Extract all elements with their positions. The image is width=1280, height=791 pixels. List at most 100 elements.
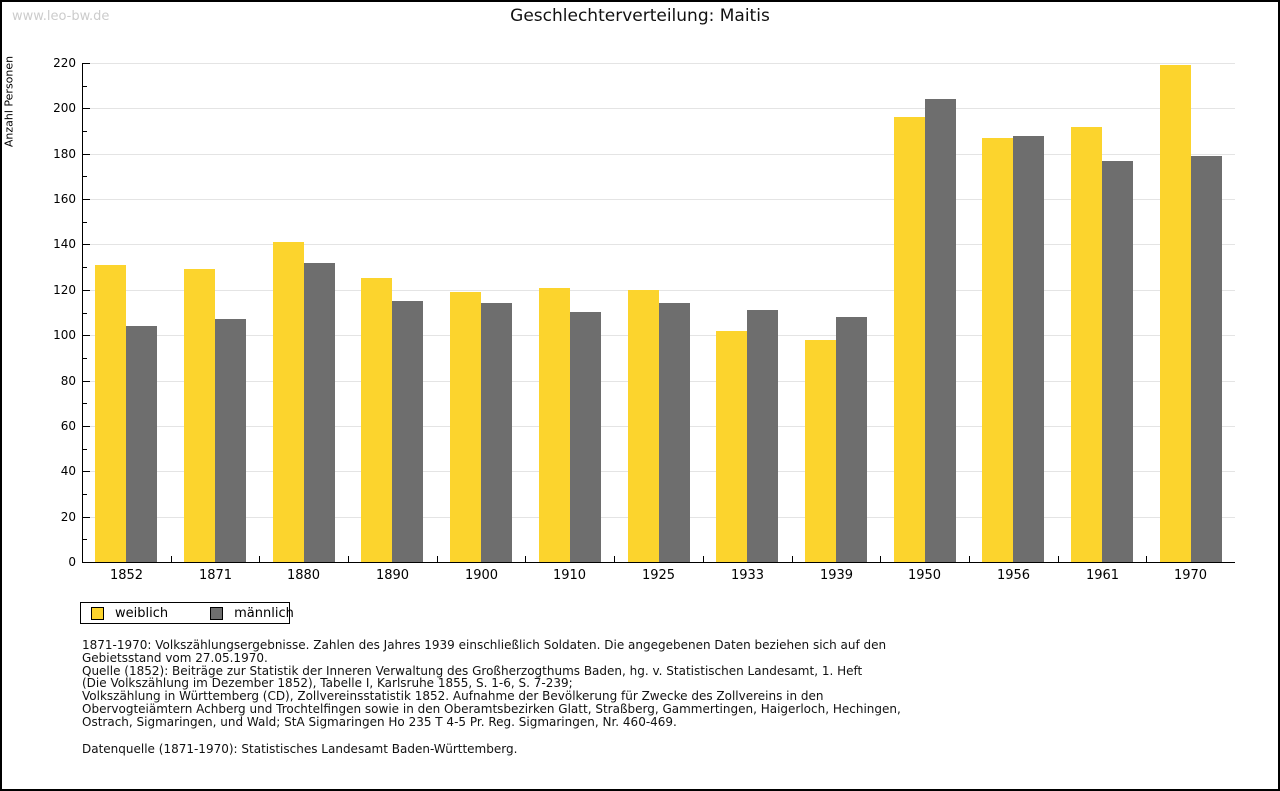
y-tick-label-200: 200 <box>53 101 76 115</box>
y-tick-label-20: 20 <box>60 510 76 524</box>
x-boundary-tick-10 <box>969 556 970 562</box>
x-category-label-1910: 1910 <box>552 568 587 583</box>
bar-maennlich-1900 <box>481 303 512 562</box>
x-category-label-1890: 1890 <box>375 568 410 583</box>
x-boundary-tick-12 <box>1146 556 1147 562</box>
x-category-label-1970: 1970 <box>1173 568 1208 583</box>
x-category-label-1933: 1933 <box>730 568 765 583</box>
bar-maennlich-1961 <box>1102 161 1133 562</box>
y-minor-tick-170 <box>83 176 87 177</box>
x-boundary-tick-1 <box>171 556 172 562</box>
gridline-220 <box>83 63 1235 64</box>
y-tick-label-80: 80 <box>60 374 76 388</box>
y-tick-label-0: 0 <box>68 555 76 569</box>
chart-title: Geschlechterverteilung: Maitis <box>510 6 770 26</box>
bar-weiblich-1933 <box>716 331 747 562</box>
y-major-tick-140 <box>83 244 90 245</box>
watermark: www.leo-bw.de <box>12 9 110 24</box>
gridline-120 <box>83 290 1235 291</box>
x-boundary-tick-4 <box>437 556 438 562</box>
x-boundary-tick-9 <box>880 556 881 562</box>
y-minor-tick-130 <box>83 267 87 268</box>
footnote-line-2: Gebietsstand vom 27.05.1970. <box>82 650 268 665</box>
x-boundary-tick-2 <box>259 556 260 562</box>
y-minor-tick-70 <box>83 403 87 404</box>
y-major-tick-40 <box>83 471 90 472</box>
legend: weiblich männlich <box>80 602 294 624</box>
bar-weiblich-1956 <box>982 138 1013 562</box>
y-tick-label-160: 160 <box>53 192 76 206</box>
y-tick-label-180: 180 <box>53 147 76 161</box>
x-category-label-1925: 1925 <box>641 568 676 583</box>
y-major-tick-200 <box>83 108 90 109</box>
x-category-label-1961: 1961 <box>1085 568 1120 583</box>
legend-swatch-maennlich <box>210 606 224 620</box>
bar-maennlich-1852 <box>126 326 157 562</box>
bar-maennlich-1880 <box>304 263 335 562</box>
y-major-tick-120 <box>83 290 90 291</box>
y-tick-label-60: 60 <box>60 419 76 433</box>
bar-weiblich-1871 <box>184 269 215 562</box>
y-major-tick-220 <box>83 63 90 64</box>
x-category-label-1956: 1956 <box>996 568 1031 583</box>
y-major-tick-60 <box>83 426 90 427</box>
y-major-tick-100 <box>83 335 90 336</box>
bar-maennlich-1910 <box>570 312 601 562</box>
y-tick-label-100: 100 <box>53 328 76 342</box>
footnote-line-3: Quelle (1852): Beiträge zur Statistik de… <box>82 663 863 678</box>
bar-weiblich-1852 <box>95 265 126 562</box>
y-minor-tick-50 <box>83 449 87 450</box>
y-major-tick-160 <box>83 199 90 200</box>
y-major-tick-20 <box>83 517 90 518</box>
y-minor-tick-210 <box>83 86 87 87</box>
y-tick-label-220: 220 <box>53 56 76 70</box>
footnote-line-7: Ostrach, Sigmaringen, und Wald; StA Sigm… <box>82 714 677 729</box>
x-boundary-tick-7 <box>703 556 704 562</box>
x-boundary-tick-11 <box>1058 556 1059 562</box>
y-minor-tick-30 <box>83 494 87 495</box>
gridline-200 <box>83 108 1235 109</box>
footnotes: 1871-1970: Volkszählungsergebnisse. Zahl… <box>82 639 1222 729</box>
x-category-label-1852: 1852 <box>109 568 144 583</box>
y-minor-tick-110 <box>83 313 87 314</box>
legend-label-maennlich: männlich <box>234 605 294 621</box>
y-minor-tick-190 <box>83 131 87 132</box>
y-minor-tick-10 <box>83 539 87 540</box>
y-axis-line <box>82 63 83 563</box>
bar-maennlich-1939 <box>836 317 867 562</box>
bar-weiblich-1910 <box>539 288 570 562</box>
footnote-line-5: Volkszählung in Württemberg (CD), Zollve… <box>82 689 824 704</box>
bar-weiblich-1950 <box>894 117 925 562</box>
y-tick-label-140: 140 <box>53 237 76 251</box>
y-minor-tick-150 <box>83 222 87 223</box>
gridline-140 <box>83 244 1235 245</box>
bar-maennlich-1871 <box>215 319 246 562</box>
bar-weiblich-1970 <box>1160 65 1191 562</box>
bar-maennlich-1970 <box>1191 156 1222 562</box>
bar-weiblich-1880 <box>273 242 304 562</box>
x-axis-line <box>82 562 1235 563</box>
bar-weiblich-1925 <box>628 290 659 562</box>
y-tick-label-120: 120 <box>53 283 76 297</box>
x-boundary-tick-6 <box>614 556 615 562</box>
bar-weiblich-1939 <box>805 340 836 562</box>
bar-maennlich-1933 <box>747 310 778 562</box>
y-tick-label-40: 40 <box>60 464 76 478</box>
y-minor-tick-90 <box>83 358 87 359</box>
x-category-label-1871: 1871 <box>198 568 233 583</box>
x-category-label-1900: 1900 <box>464 568 499 583</box>
x-boundary-tick-8 <box>792 556 793 562</box>
bar-weiblich-1961 <box>1071 127 1102 562</box>
bar-maennlich-1925 <box>659 303 690 562</box>
gridline-160 <box>83 199 1235 200</box>
x-category-label-1880: 1880 <box>286 568 321 583</box>
footnote-line-1: 1871-1970: Volkszählungsergebnisse. Zahl… <box>82 638 887 652</box>
bar-maennlich-1956 <box>1013 136 1044 562</box>
footnote-line-4: (Die Volkszählung im Dezember 1852), Tab… <box>82 676 573 691</box>
legend-swatch-weiblich <box>91 606 104 620</box>
bar-weiblich-1900 <box>450 292 481 562</box>
x-boundary-tick-3 <box>348 556 349 562</box>
bar-maennlich-1950 <box>925 99 956 562</box>
legend-label-weiblich: weiblich <box>115 605 169 621</box>
